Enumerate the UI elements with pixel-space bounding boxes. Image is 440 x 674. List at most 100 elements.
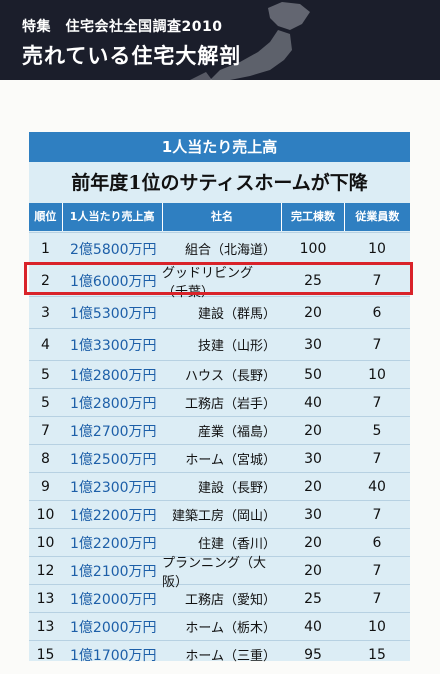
units-cell: 40 xyxy=(304,394,322,411)
rank-cell: 12 xyxy=(36,562,55,579)
table-subtitle: 前年度1位のサティスホームが下降 xyxy=(71,172,368,194)
col-header-staff: 従業員数 xyxy=(355,210,400,223)
company-cell: ホーム（栃木） xyxy=(185,621,276,636)
table-row: 5 1億2800万円 ハウス（長野） 50 10 xyxy=(29,360,410,388)
sales-cell: 1億1700万円 xyxy=(70,647,157,664)
staff-cell: 7 xyxy=(372,336,382,353)
ranking-panel: 1人当たり売上高 前年度1位のサティスホームが下降 順位 1人当たり売上高 社名… xyxy=(24,132,413,664)
feature-kicker: 特集 住宅会社全国調査2010 xyxy=(22,19,223,35)
sales-cell: 1億2000万円 xyxy=(70,591,157,608)
rank-cell: 1 xyxy=(41,240,50,257)
sales-cell: 1億3300万円 xyxy=(70,337,157,354)
feature-headline: 売れている住宅大解剖 xyxy=(22,44,242,68)
staff-cell: 40 xyxy=(368,478,386,495)
units-cell: 20 xyxy=(304,534,322,551)
units-cell: 20 xyxy=(304,304,322,321)
rank-cell: 9 xyxy=(41,478,50,495)
company-cell: プランニング（大阪） xyxy=(162,555,267,590)
staff-cell: 7 xyxy=(372,272,382,289)
col-header-rank: 順位 xyxy=(29,203,63,231)
units-cell: 20 xyxy=(304,562,322,579)
staff-cell: 10 xyxy=(368,618,386,635)
units-cell: 95 xyxy=(304,646,322,663)
units-cell: 40 xyxy=(304,618,322,635)
sales-cell: 1億2800万円 xyxy=(70,367,157,384)
sales-cell: 1億2500万円 xyxy=(70,451,157,468)
sales-cell: 1億2300万円 xyxy=(70,479,157,496)
sales-cell: 1億2200万円 xyxy=(70,507,157,524)
table-row: 13 1億2000万円 ホーム（栃木） 40 10 xyxy=(29,612,410,640)
units-cell: 100 xyxy=(299,240,327,257)
staff-cell: 7 xyxy=(372,450,382,467)
units-cell: 30 xyxy=(304,450,322,467)
company-cell: 住建（香川） xyxy=(197,537,276,552)
table-row: 8 1億2500万円 ホーム（宮城） 30 7 xyxy=(29,444,410,472)
company-cell: ホーム（三重） xyxy=(185,649,276,664)
rank-cell: 7 xyxy=(41,422,50,439)
staff-cell: 5 xyxy=(372,422,382,439)
company-cell: グッドリビング（千葉） xyxy=(162,265,254,300)
company-cell: 建設（長野） xyxy=(197,481,276,496)
japan-map-graphic xyxy=(190,2,310,80)
staff-cell: 7 xyxy=(372,506,382,523)
rank-cell: 5 xyxy=(41,366,50,383)
rank-cell: 4 xyxy=(41,336,50,353)
units-cell: 30 xyxy=(304,336,322,353)
table-row: 3 1億5300万円 建設（群馬） 20 6 xyxy=(29,296,410,328)
rank-cell: 2 xyxy=(41,272,50,289)
table-header: 順位 1人当たり売上高 社名 完工棟数 従業員数 xyxy=(29,203,410,231)
rank-cell: 8 xyxy=(41,450,50,467)
sales-cell: 1億2700万円 xyxy=(70,423,157,440)
col-header-company: 社名 xyxy=(163,203,283,231)
table-row: 7 1億2700万円 産業（福島） 20 5 xyxy=(29,416,410,444)
staff-cell: 15 xyxy=(368,646,386,663)
sales-cell: 1億2800万円 xyxy=(70,395,157,412)
staff-cell: 6 xyxy=(372,534,382,551)
table-row: 1 2億5800万円 組合（北海道） 100 10 xyxy=(29,232,410,264)
rank-cell: 10 xyxy=(36,506,55,523)
rank-cell: 13 xyxy=(36,590,55,607)
staff-cell: 10 xyxy=(368,366,386,383)
company-cell: ハウス（長野） xyxy=(184,369,276,384)
units-cell: 25 xyxy=(304,272,322,289)
table-row: 12 1億2100万円 プランニング（大阪） 20 7 xyxy=(29,555,410,590)
table-band-title: 1人当たり売上高 xyxy=(29,132,410,162)
staff-cell: 6 xyxy=(372,304,382,321)
col-header-units: 完工棟数 xyxy=(282,203,345,231)
company-cell: 工務店（岩手） xyxy=(184,397,276,412)
company-cell: 組合（北海道） xyxy=(184,243,276,258)
rank-cell: 13 xyxy=(36,618,55,635)
table-row: 4 1億3300万円 技建（山形） 30 7 xyxy=(29,328,410,360)
company-cell: 産業（福島） xyxy=(197,425,276,440)
sales-cell: 1億2000万円 xyxy=(70,619,157,636)
staff-cell: 10 xyxy=(368,240,386,257)
rank-cell: 3 xyxy=(41,304,50,321)
sales-cell: 1億2200万円 xyxy=(70,535,157,552)
sales-cell: 1億6000万円 xyxy=(70,273,157,290)
company-cell: 建設（群馬） xyxy=(197,307,276,322)
sales-cell: 2億5800万円 xyxy=(70,241,157,258)
units-cell: 20 xyxy=(304,422,322,439)
sales-cell: 1億5300万円 xyxy=(70,305,157,322)
staff-cell: 7 xyxy=(372,590,382,607)
table-row: 13 1億2000万円 工務店（愛知） 25 7 xyxy=(29,584,410,612)
row-highlight-frame xyxy=(24,262,413,295)
rank-cell: 5 xyxy=(41,394,50,411)
units-cell: 50 xyxy=(304,366,322,383)
staff-cell: 7 xyxy=(372,394,382,411)
units-cell: 20 xyxy=(304,478,322,495)
table-body: 1 2億5800万円 組合（北海道） 100 10 2 1億6000万円 グッド… xyxy=(29,232,410,668)
table-row: 9 1億2300万円 建設（長野） 20 40 xyxy=(29,472,410,500)
table-row: 5 1億2800万円 工務店（岩手） 40 7 xyxy=(29,388,410,416)
feature-header: 特集 住宅会社全国調査2010 売れている住宅大解剖 xyxy=(0,0,440,80)
units-cell: 25 xyxy=(304,590,322,607)
table-row: 15 1億1700万円 ホーム（三重） 95 15 xyxy=(29,640,410,668)
table-row: 10 1億2200万円 住建（香川） 20 6 xyxy=(29,528,410,556)
company-cell: 工務店（愛知） xyxy=(184,593,276,608)
company-cell: 技建（山形） xyxy=(197,339,276,354)
units-cell: 30 xyxy=(304,506,322,523)
table-row: 10 1億2200万円 建築工房（岡山） 30 7 xyxy=(29,500,410,528)
company-cell: ホーム（宮城） xyxy=(185,453,276,468)
sales-cell: 1億2100万円 xyxy=(70,563,157,580)
